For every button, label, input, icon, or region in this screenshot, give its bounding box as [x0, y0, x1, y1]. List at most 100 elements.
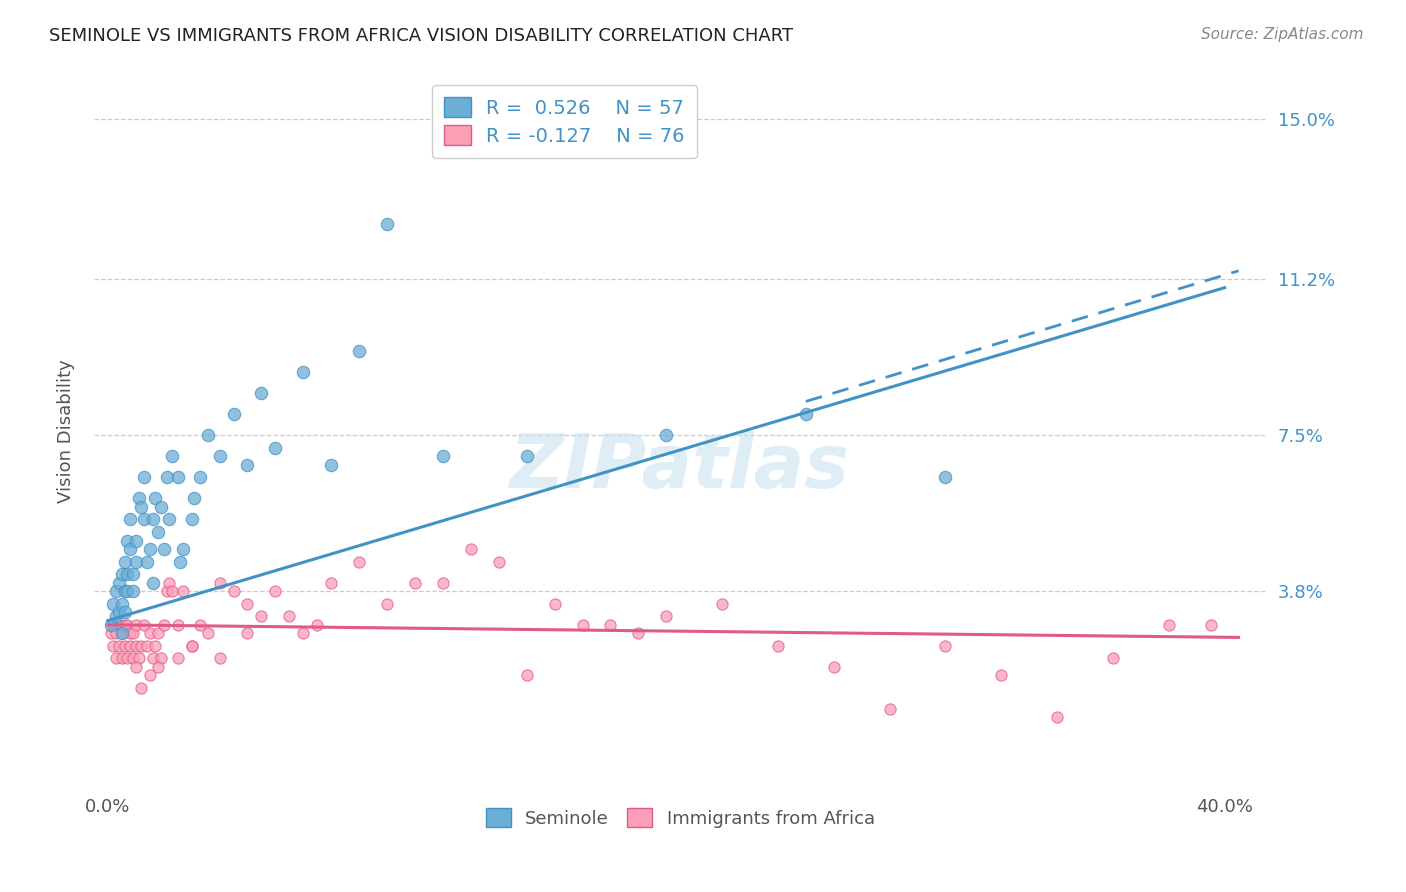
Point [125, 660, 148, 674]
Point [114, 584, 136, 599]
Point [136, 639, 159, 653]
Point [160, 449, 183, 463]
Point [136, 555, 159, 569]
Text: Source: ZipAtlas.com: Source: ZipAtlas.com [1201, 27, 1364, 42]
Point [571, 617, 593, 632]
Point [100, 626, 122, 640]
Point [460, 541, 482, 556]
Point [111, 651, 134, 665]
Point [208, 575, 231, 590]
Point [125, 617, 148, 632]
Point [143, 491, 166, 506]
Point [108, 639, 131, 653]
Legend: Seminole, Immigrants from Africa: Seminole, Immigrants from Africa [478, 801, 882, 835]
Point [128, 651, 150, 665]
Point [375, 597, 398, 611]
Point [142, 575, 165, 590]
Point [157, 575, 180, 590]
Point [125, 555, 148, 569]
Point [543, 597, 565, 611]
Point [114, 605, 136, 619]
Point [103, 639, 125, 653]
Point [139, 541, 162, 556]
Point [134, 617, 156, 632]
Point [934, 470, 956, 484]
Point [122, 584, 145, 599]
Point [183, 491, 205, 506]
Point [180, 639, 202, 653]
Point [128, 491, 150, 506]
Point [627, 626, 650, 640]
Point [108, 605, 131, 619]
Point [655, 428, 678, 442]
Point [990, 668, 1012, 682]
Point [120, 512, 142, 526]
Point [149, 651, 172, 665]
Point [711, 597, 734, 611]
Point [139, 668, 162, 682]
Point [766, 639, 789, 653]
Point [172, 584, 194, 599]
Point [172, 541, 194, 556]
Point [111, 597, 134, 611]
Point [131, 500, 153, 514]
Point [122, 626, 145, 640]
Point [117, 533, 139, 548]
Point [105, 609, 128, 624]
Point [134, 512, 156, 526]
Point [1199, 617, 1222, 632]
Point [131, 681, 153, 695]
Point [794, 407, 817, 421]
Point [117, 567, 139, 582]
Text: SEMINOLE VS IMMIGRANTS FROM AFRICA VISION DISABILITY CORRELATION CHART: SEMINOLE VS IMMIGRANTS FROM AFRICA VISIO… [49, 27, 793, 45]
Point [236, 458, 259, 472]
Point [188, 470, 211, 484]
Point [197, 626, 219, 640]
Point [823, 660, 845, 674]
Point [105, 626, 128, 640]
Point [321, 575, 343, 590]
Point [120, 541, 142, 556]
Point [222, 407, 245, 421]
Text: ZIPatlas: ZIPatlas [510, 431, 851, 504]
Point [307, 617, 329, 632]
Point [120, 626, 142, 640]
Point [222, 584, 245, 599]
Point [143, 639, 166, 653]
Point [108, 617, 131, 632]
Point [117, 651, 139, 665]
Point [103, 597, 125, 611]
Point [114, 639, 136, 653]
Point [105, 584, 128, 599]
Point [934, 639, 956, 653]
Point [122, 651, 145, 665]
Point [180, 512, 202, 526]
Point [105, 651, 128, 665]
Point [160, 584, 183, 599]
Point [169, 555, 191, 569]
Point [879, 702, 901, 716]
Point [149, 500, 172, 514]
Point [188, 617, 211, 632]
Point [250, 386, 273, 401]
Point [142, 651, 165, 665]
Point [111, 567, 134, 582]
Point [155, 470, 177, 484]
Point [152, 541, 174, 556]
Point [250, 609, 273, 624]
Point [122, 567, 145, 582]
Point [103, 617, 125, 632]
Point [166, 651, 188, 665]
Point [120, 639, 142, 653]
Point [111, 626, 134, 640]
Point [236, 626, 259, 640]
Point [404, 575, 426, 590]
Point [131, 639, 153, 653]
Point [111, 626, 134, 640]
Point [655, 609, 678, 624]
Point [197, 428, 219, 442]
Point [146, 524, 169, 539]
Point [278, 609, 301, 624]
Point [166, 470, 188, 484]
Point [347, 343, 370, 358]
